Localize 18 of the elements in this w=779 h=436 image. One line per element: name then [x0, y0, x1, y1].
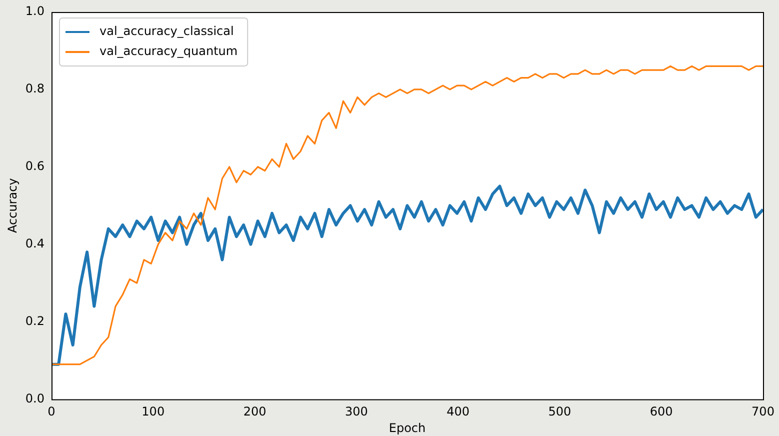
y-axis-title: Accuracy	[5, 178, 20, 233]
y-tick-label: 0.0	[25, 391, 44, 406]
legend-label: val_accuracy_classical	[99, 24, 234, 38]
x-tick-label: 600	[650, 404, 673, 419]
y-tick-label: 0.2	[25, 314, 44, 328]
y-tick-label: 1.0	[25, 4, 44, 18]
x-tick-label: 200	[243, 404, 266, 419]
x-tick-label: 300	[344, 404, 368, 419]
y-tick-label: 0.6	[25, 159, 44, 174]
x-tick-label: 500	[548, 404, 572, 419]
x-tick-label: 700	[752, 404, 774, 419]
y-tick-label: 0.8	[25, 82, 44, 96]
x-tick-label: 400	[446, 404, 470, 419]
y-tick-label: 0.4	[25, 236, 44, 250]
x-tick-label: 100	[142, 404, 165, 419]
x-axis-title: Epoch	[388, 420, 426, 435]
x-tick-label: 0	[48, 404, 56, 419]
legend-label: val_accuracy_quantum	[99, 44, 238, 58]
